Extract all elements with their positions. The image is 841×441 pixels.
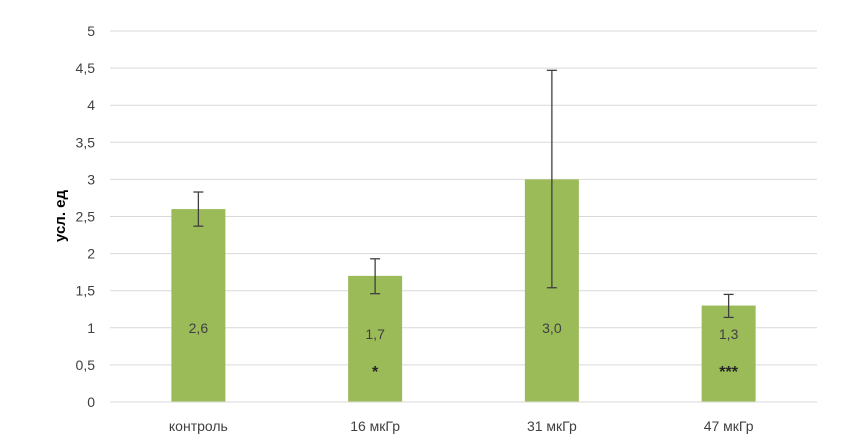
bars xyxy=(171,179,756,402)
y-axis-ticks: 0 0,5 1 1,5 2 2,5 3 3,5 4 4,5 5 xyxy=(76,23,96,410)
x-category-label: 47 мкГр xyxy=(704,418,754,434)
significance-marker: *** xyxy=(719,364,738,381)
y-tick-label: 0,5 xyxy=(76,357,96,373)
y-tick-label: 1 xyxy=(87,320,95,336)
error-bars xyxy=(193,69,734,319)
y-tick-label: 3 xyxy=(87,171,95,187)
y-tick-label: 3,5 xyxy=(76,134,96,150)
x-category-label: 16 мкГр xyxy=(350,418,400,434)
data-label: 3,0 xyxy=(542,320,562,336)
error-bar xyxy=(370,258,381,295)
x-category-label: 31 мкГр xyxy=(527,418,577,434)
y-tick-label: 1,5 xyxy=(76,283,96,299)
data-label: 1,3 xyxy=(719,326,739,342)
error-bar xyxy=(723,293,734,319)
y-tick-label: 0 xyxy=(87,394,95,410)
bar xyxy=(701,305,756,402)
gridlines xyxy=(110,30,817,366)
y-tick-label: 2,5 xyxy=(76,209,96,225)
significance-marker: * xyxy=(372,364,379,381)
y-tick-label: 4 xyxy=(87,97,95,113)
x-axis-labels: контроль 16 мкГр 31 мкГр 47 мкГр xyxy=(169,418,754,434)
bar xyxy=(171,209,226,402)
data-labels: 2,6 1,7 * 3,0 1,3 *** xyxy=(189,320,739,381)
y-tick-label: 5 xyxy=(87,23,95,39)
y-axis-label: усл. ед xyxy=(52,190,69,243)
error-bar xyxy=(193,191,204,227)
data-label: 2,6 xyxy=(189,320,209,336)
data-label: 1,7 xyxy=(365,326,385,342)
y-tick-label: 4,5 xyxy=(76,60,96,76)
x-category-label: контроль xyxy=(169,418,228,434)
bar xyxy=(348,275,403,402)
error-bar xyxy=(546,69,557,289)
y-tick-label: 2 xyxy=(87,246,95,262)
